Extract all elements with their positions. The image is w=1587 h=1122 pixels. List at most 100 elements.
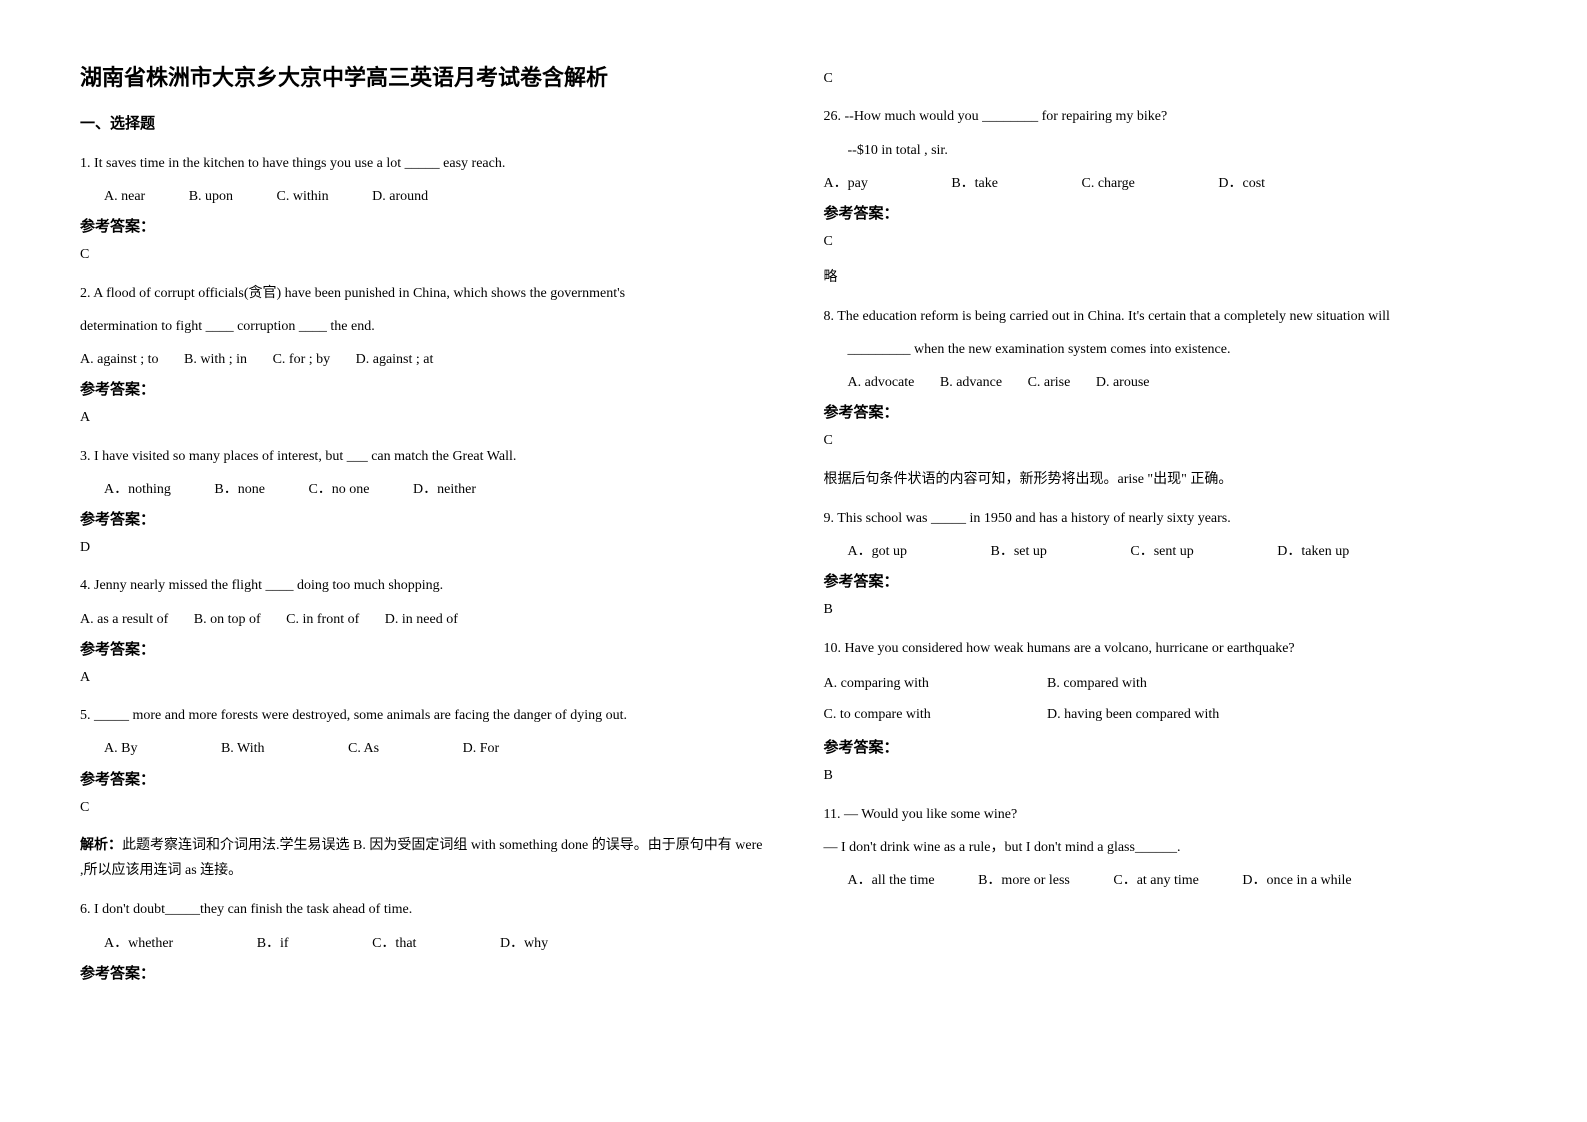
q1-opt-c: C. within xyxy=(277,184,329,209)
q8-opt-a: A. advocate xyxy=(848,370,915,395)
question-6-options: A．whether B．if C．that D．why xyxy=(80,931,764,956)
q10-answer: B xyxy=(824,765,1508,787)
q10-opt-a: A. comparing with xyxy=(824,669,1044,700)
question-9-text: 9. This school was _____ in 1950 and has… xyxy=(824,506,1508,531)
q11-opt-b: B．more or less xyxy=(978,868,1070,893)
q1-answer: C xyxy=(80,244,764,266)
question-1-text: 1. It saves time in the kitchen to have … xyxy=(80,151,764,176)
question-26-line1: 26. --How much would you ________ for re… xyxy=(824,104,1508,129)
q6-opt-c: C．that xyxy=(372,931,416,956)
page-title: 湖南省株洲市大京乡大京中学高三英语月考试卷含解析 xyxy=(80,60,764,92)
q8-opt-c: C. arise xyxy=(1028,370,1071,395)
q8-answer-label: 参考答案： xyxy=(824,401,1508,422)
q26-opt-a: A．pay xyxy=(824,171,868,196)
question-9-options: A．got up B．set up C．sent up D．taken up xyxy=(824,539,1508,564)
question-4-options: A. as a result of B. on top of C. in fro… xyxy=(80,607,764,632)
question-2-line2: determination to fight ____ corruption _… xyxy=(80,314,764,339)
q1-opt-d: D. around xyxy=(372,184,428,209)
q5-opt-a: A. By xyxy=(104,736,137,761)
q26-opt-b: B．take xyxy=(951,171,998,196)
q9-opt-b: B．set up xyxy=(991,539,1047,564)
q5-answer-label: 参考答案： xyxy=(80,768,764,789)
question-10-text: 10. Have you considered how weak humans … xyxy=(824,636,1508,661)
q1-opt-a: A. near xyxy=(104,184,145,209)
explanation-prefix: 解析： xyxy=(80,838,122,853)
q4-opt-a: A. as a result of xyxy=(80,607,168,632)
right-column: C 26. --How much would you ________ for … xyxy=(824,60,1508,1062)
q6-opt-a: A．whether xyxy=(104,931,173,956)
q26-line1-text: --How much would you ________ for repair… xyxy=(845,109,1168,124)
q4-answer: A xyxy=(80,667,764,689)
q6-answer: C xyxy=(824,68,1508,90)
q10-opt-b: B. compared with xyxy=(1047,676,1147,691)
question-4-text: 4. Jenny nearly missed the flight ____ d… xyxy=(80,573,764,598)
q3-opt-c: C．no one xyxy=(308,477,369,502)
question-6-text: 6. I don't doubt_____they can finish the… xyxy=(80,897,764,922)
question-3-text: 3. I have visited so many places of inte… xyxy=(80,444,764,469)
q26-opt-d: D．cost xyxy=(1218,171,1265,196)
q11-opt-d: D．once in a while xyxy=(1242,868,1351,893)
q5-explanation: 解析：此题考察连词和介词用法.学生易误选 B. 因为受固定词组 with som… xyxy=(80,833,764,883)
q5-explanation-text: 此题考察连词和介词用法.学生易误选 B. 因为受固定词组 with someth… xyxy=(80,838,762,878)
q9-answer-label: 参考答案： xyxy=(824,570,1508,591)
question-8-line1: 8. The education reform is being carried… xyxy=(824,304,1508,329)
q8-opt-d: D. arouse xyxy=(1096,370,1150,395)
q26-note: 略 xyxy=(824,267,1508,289)
left-column: 湖南省株洲市大京乡大京中学高三英语月考试卷含解析 一、选择题 1. It sav… xyxy=(80,60,764,1062)
q5-opt-c: C. As xyxy=(348,736,379,761)
question-1-options: A. near B. upon C. within D. around xyxy=(80,184,764,209)
question-8-line2: _________ when the new examination syste… xyxy=(824,337,1508,362)
q26-answer: C xyxy=(824,231,1508,253)
question-3-options: A．nothing B．none C．no one D．neither xyxy=(80,477,764,502)
q6-opt-d: D．why xyxy=(500,931,548,956)
q2-answer-label: 参考答案： xyxy=(80,378,764,399)
question-11-line2: — I don't drink wine as a rule，but I don… xyxy=(824,835,1508,860)
q1-answer-label: 参考答案： xyxy=(80,215,764,236)
q4-answer-label: 参考答案： xyxy=(80,638,764,659)
q26-opt-c: C. charge xyxy=(1081,171,1134,196)
q10-opt-c: C. to compare with xyxy=(824,700,1044,731)
q2-answer: A xyxy=(80,407,764,429)
q2-opt-c: C. for ; by xyxy=(273,347,331,372)
q3-answer-label: 参考答案： xyxy=(80,508,764,529)
q9-answer: B xyxy=(824,599,1508,621)
question-2-options: A. against ; to B. with ; in C. for ; by… xyxy=(80,347,764,372)
q4-opt-b: B. on top of xyxy=(194,607,261,632)
q5-opt-d: D. For xyxy=(463,736,500,761)
q2-opt-d: D. against ; at xyxy=(356,347,434,372)
q10-opt-d: D. having been compared with xyxy=(1047,707,1219,722)
q5-answer: C xyxy=(80,797,764,819)
section-header: 一、选择题 xyxy=(80,112,764,133)
q11-opt-a: A．all the time xyxy=(848,868,935,893)
question-26-line2: --$10 in total , sir. xyxy=(824,138,1508,163)
q5-opt-b: B. With xyxy=(221,736,265,761)
q3-opt-d: D．neither xyxy=(413,477,476,502)
q11-opt-c: C．at any time xyxy=(1113,868,1199,893)
q3-opt-a: A．nothing xyxy=(104,477,171,502)
q8-opt-b: B. advance xyxy=(940,370,1002,395)
q4-opt-c: C. in front of xyxy=(286,607,359,632)
question-10-options: A. comparing with B. compared with C. to… xyxy=(824,669,1508,731)
question-5-options: A. By B. With C. As D. For xyxy=(80,736,764,761)
question-26-options: A．pay B．take C. charge D．cost xyxy=(824,171,1508,196)
q2-opt-b: B. with ; in xyxy=(184,347,247,372)
question-11-options: A．all the time B．more or less C．at any t… xyxy=(824,868,1508,893)
q6-answer-label: 参考答案： xyxy=(80,962,764,983)
q4-opt-d: D. in need of xyxy=(385,607,458,632)
q26-answer-label: 参考答案： xyxy=(824,202,1508,223)
q10-answer-label: 参考答案： xyxy=(824,736,1508,757)
question-11-line1: 11. — Would you like some wine? xyxy=(824,802,1508,827)
q2-opt-a: A. against ; to xyxy=(80,347,159,372)
q3-answer: D xyxy=(80,537,764,559)
q6-opt-b: B．if xyxy=(257,931,289,956)
q9-opt-d: D．taken up xyxy=(1277,539,1349,564)
q8-explanation: 根据后句条件状语的内容可知，新形势将出现。arise "出现" 正确。 xyxy=(824,467,1508,492)
question-8-options: A. advocate B. advance C. arise D. arous… xyxy=(824,370,1508,395)
q8-answer: C xyxy=(824,430,1508,452)
q9-opt-a: A．got up xyxy=(848,539,908,564)
q3-opt-b: B．none xyxy=(214,477,265,502)
question-5-text: 5. _____ more and more forests were dest… xyxy=(80,703,764,728)
q1-opt-b: B. upon xyxy=(189,184,233,209)
question-2-line1: 2. A flood of corrupt officials(贪官) have… xyxy=(80,281,764,306)
q9-opt-c: C．sent up xyxy=(1130,539,1193,564)
